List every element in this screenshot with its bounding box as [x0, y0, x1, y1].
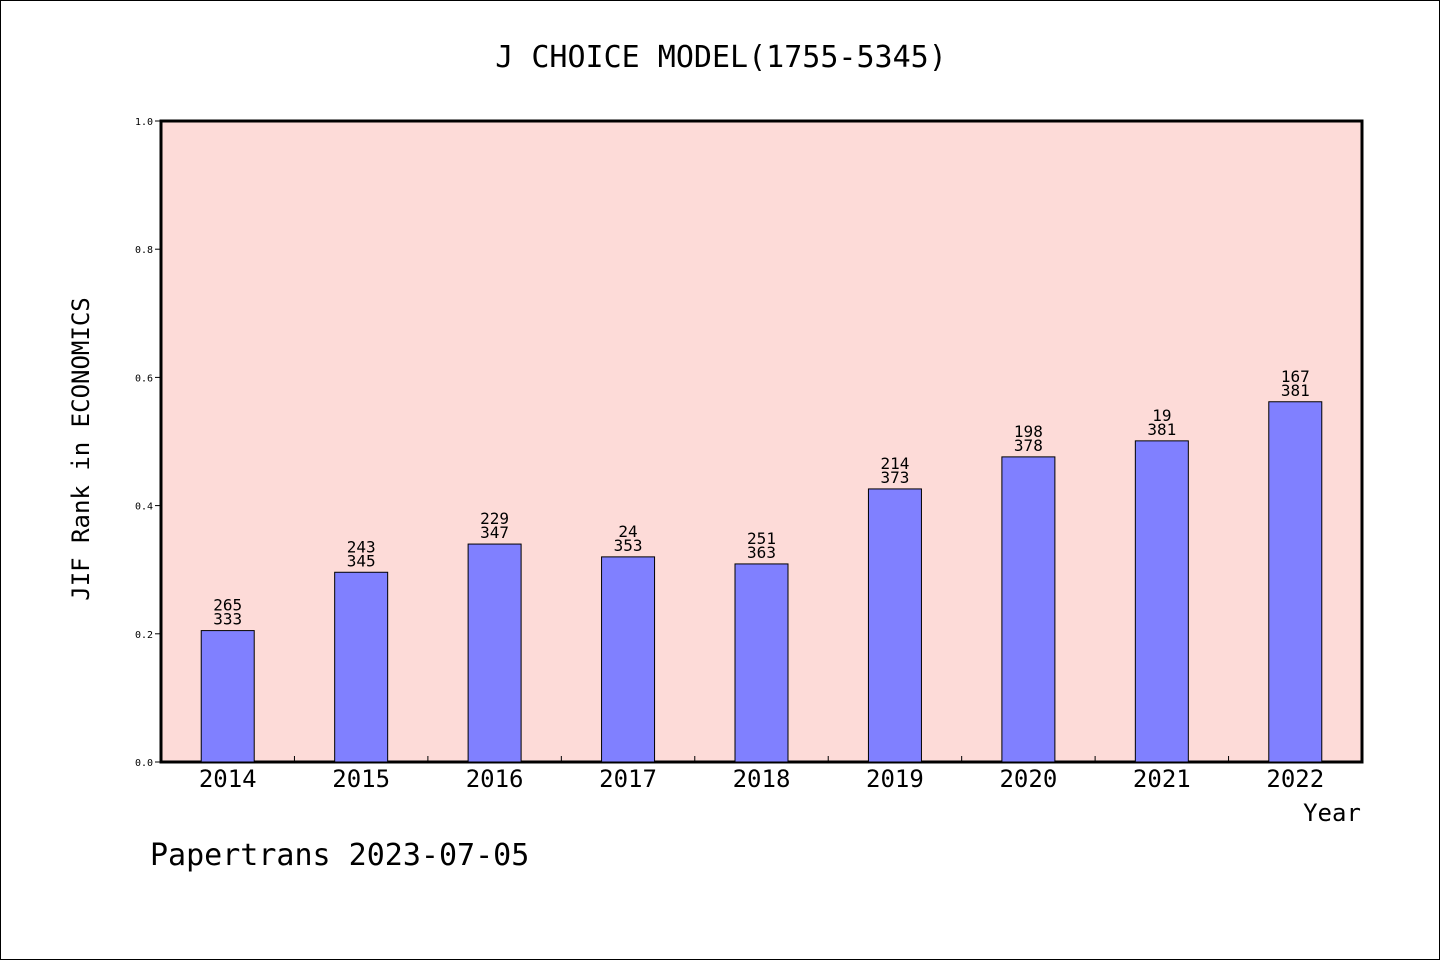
bar-total-label: 373	[880, 468, 909, 487]
bar-total-label: 381	[1281, 381, 1310, 400]
x-tick-label: 2022	[1266, 765, 1324, 793]
x-tick-label: 2015	[332, 765, 390, 793]
bar-2015	[334, 571, 389, 763]
bar-rank-label: 251	[747, 529, 776, 548]
x-tick-label: 2014	[199, 765, 257, 793]
bar-total-label: 347	[480, 523, 509, 542]
y-tick-label: 0.0	[135, 758, 153, 769]
y-axis: 0.0 0.2 0.4 0.6 0.8 1.0	[135, 117, 161, 769]
bar-2016	[467, 543, 522, 763]
x-axis-label: Year	[1303, 799, 1361, 827]
bar-rank-label: 167	[1281, 367, 1310, 386]
y-tick-label: 0.4	[135, 502, 153, 513]
bar-rank-label: 24	[618, 522, 637, 541]
y-axis-label: JIF Rank in ECONOMICS	[67, 297, 95, 600]
y-tick-label: 0.8	[135, 245, 153, 256]
bar-rank-label: 229	[480, 509, 509, 528]
bar-2021	[1134, 440, 1189, 763]
bar-total-label: 378	[1014, 436, 1043, 455]
bar-2020	[1001, 456, 1056, 763]
chart-title: J CHOICE MODEL(1755-5345)	[495, 40, 947, 75]
bar-rank-label: 198	[1014, 422, 1043, 441]
y-tick-label: 0.2	[135, 630, 153, 641]
x-tick-label: 2021	[1133, 765, 1191, 793]
bar-rank-label: 19	[1152, 406, 1171, 425]
bar-total-label: 345	[347, 551, 376, 570]
x-tick-label: 2018	[733, 765, 791, 793]
y-tick-label: 1.0	[135, 117, 153, 128]
bar-total-label: 363	[747, 543, 776, 562]
x-tick-label: 2017	[599, 765, 657, 793]
bars-group	[200, 401, 1323, 763]
bar-2017	[601, 556, 656, 763]
x-tick-label: 2019	[866, 765, 924, 793]
footer-credit: Papertrans 2023-07-05	[150, 838, 529, 873]
bar-total-label: 353	[614, 536, 643, 555]
bar-rank-label: 243	[347, 537, 376, 556]
bar-2022	[1268, 401, 1323, 763]
bar-2014	[200, 630, 255, 763]
bar-total-label: 333	[213, 610, 242, 629]
x-axis: 2014 2015 2016 2017 2018 2019 2020 2021 2022	[199, 756, 1324, 793]
bar-total-label: 381	[1147, 420, 1176, 439]
bar-rank-label: 265	[213, 596, 242, 615]
bar-rank-label: 214	[880, 454, 909, 473]
x-tick-label: 2016	[466, 765, 524, 793]
bar-2018	[734, 563, 789, 763]
x-tick-label: 2020	[999, 765, 1057, 793]
bar-2019	[867, 488, 922, 763]
y-tick-label: 0.6	[135, 373, 153, 384]
